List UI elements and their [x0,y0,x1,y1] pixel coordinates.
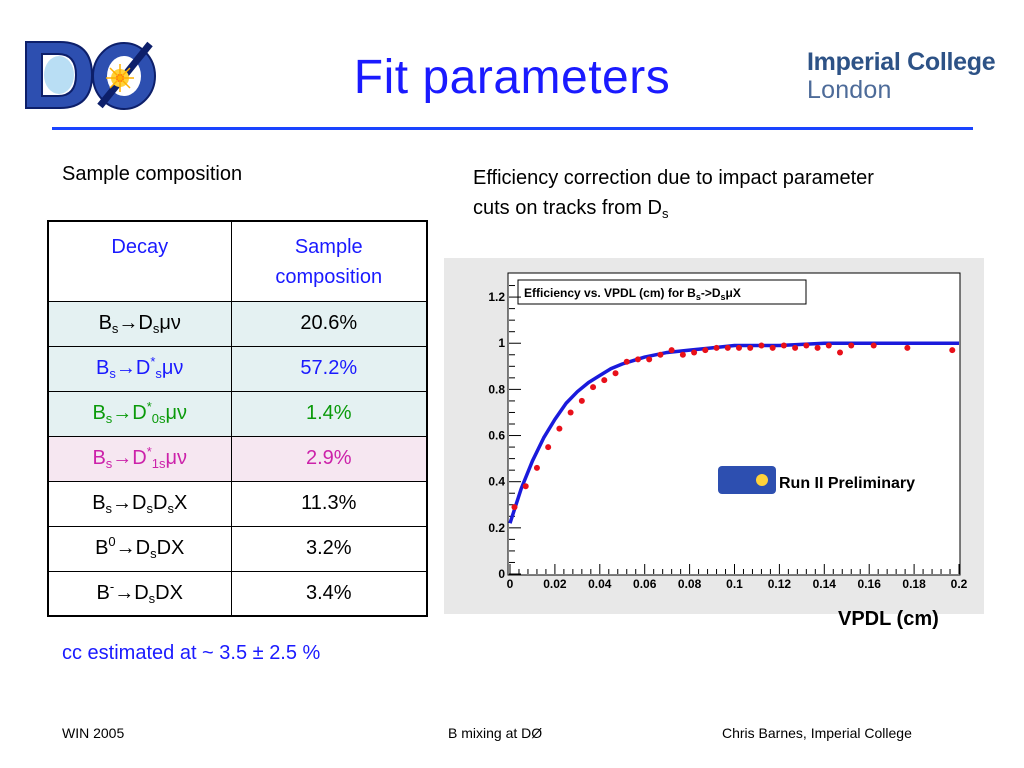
composition-cell: 2.9% [230,435,428,482]
x-tick-label: 0.12 [768,577,792,591]
header-divider [52,127,973,130]
data-point [949,347,956,354]
data-point [646,356,653,363]
x-tick-label: 0.04 [588,577,612,591]
table-row: Bs→D*0sμν 1.4% [47,390,428,437]
data-point [848,342,855,349]
x-tick-label: 0.06 [633,577,657,591]
footer-right: Chris Barnes, Imperial College [722,725,912,741]
composition-cell: 3.2% [230,525,428,572]
table-row: Bs→Dsμν 20.6% [47,300,428,347]
x-tick-label: 0.2 [951,577,968,591]
decay-cell: Bs→D*0sμν [47,390,232,437]
x-tick-label: 0.1 [726,577,743,591]
table-row: Bs→D*1sμν 2.9% [47,435,428,482]
decay-cell: Bs→D*1sμν [47,435,232,482]
table-row: Bs→DsDsX 11.3% [47,480,428,527]
slide-title: Fit parameters [353,51,671,104]
data-point [567,409,574,416]
table-row: Bs→D*sμν 57.2% [47,345,428,392]
badge-d0-mark [718,466,776,494]
data-point [522,483,529,490]
table-row: B-→DsDX 3.4% [47,570,428,617]
y-tick-label: 0.6 [488,429,505,443]
header-sample-composition: Sample composition [230,220,428,302]
data-point [747,344,754,351]
plot-frame [507,272,961,576]
composition-cell: 20.6% [230,300,428,347]
footer-middle: B mixing at DØ [448,725,543,741]
data-point [758,342,765,349]
sample-composition-table: Decay Sample composition Bs→Dsμν 20.6% B… [47,220,428,617]
cc-estimate-note: cc estimated at ~ 3.5 ± 2.5 % [62,642,321,664]
x-tick-label: 0.16 [858,577,882,591]
data-point [533,464,540,471]
y-tick-label: 0.4 [488,475,505,489]
x-tick-label: 0 [507,577,514,591]
data-point [657,351,664,358]
data-point [679,351,686,358]
data-point [668,347,675,354]
institution-line1: Imperial College [807,48,996,76]
institution-line2: London [807,76,892,104]
x-tick-label: 0.14 [813,577,837,591]
data-point [837,349,844,356]
y-tick-label: 0 [498,567,505,581]
data-point [590,384,597,391]
data-point [870,342,877,349]
data-point [904,344,911,351]
composition-cell: 11.3% [230,480,428,527]
data-point [769,344,776,351]
x-tick-label: 0.18 [902,577,926,591]
table-header-row: Decay Sample composition [47,220,428,302]
efficiency-heading: Efficiency correction due to impact para… [473,167,874,221]
x-tick-label: 0.02 [543,577,567,591]
y-tick-label: 1.2 [488,290,505,304]
footer-left: WIN 2005 [62,725,125,741]
data-point [578,397,585,404]
data-point [545,444,552,451]
y-tick-label: 0.2 [488,521,505,535]
y-tick-label: 1 [498,336,505,350]
imperial-college-logo: Imperial College London [807,48,1007,104]
x-tick-label: 0.08 [678,577,702,591]
x-axis-title: VPDL (cm) [838,608,939,630]
decay-cell: Bs→Dsμν [47,300,232,347]
data-point [601,377,608,384]
data-point [691,349,698,356]
data-point [724,344,731,351]
data-point [814,344,821,351]
data-point [792,344,799,351]
composition-cell: 1.4% [230,390,428,437]
data-point [825,342,832,349]
data-point [735,344,742,351]
table-row: B0→DsDX 3.2% [47,525,428,572]
plot-title: Efficiency vs. VPDL (cm) for Bs->DsμX [524,286,741,302]
fit-curve [508,341,959,524]
data-point [612,370,619,377]
composition-cell: 3.4% [230,570,428,617]
d0-logo [25,41,156,110]
composition-cell: 57.2% [230,345,428,392]
d0-preliminary-badge: Run II Preliminary [718,466,915,494]
plot-title-box [517,279,807,305]
data-point [634,356,641,363]
data-point [803,342,810,349]
header-decay: Decay [47,220,232,302]
data-point [702,347,709,354]
badge-spark-icon [756,474,768,486]
preliminary-label: Run II Preliminary [779,475,915,492]
decay-cell: Bs→DsDsX [47,480,232,527]
data-point [556,425,563,432]
data-point [713,344,720,351]
y-tick-label: 0.8 [488,382,505,396]
data-point [623,358,630,365]
decay-cell: B-→DsDX [47,570,232,617]
sample-composition-heading: Sample composition [62,163,243,185]
decay-cell: B0→DsDX [47,525,232,572]
decay-cell: Bs→D*sμν [47,345,232,392]
data-point [780,342,787,349]
data-point [511,504,518,511]
